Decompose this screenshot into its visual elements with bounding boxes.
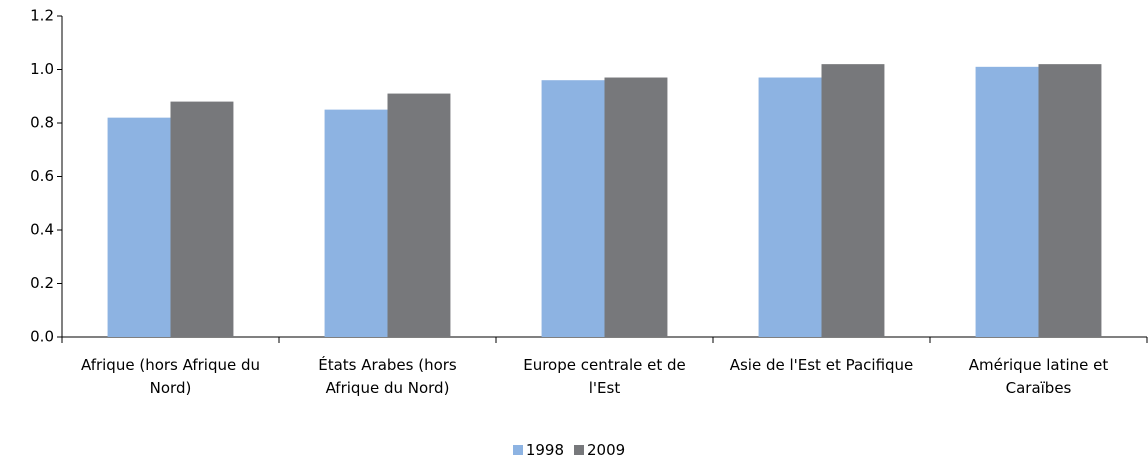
legend: 1998 2009 xyxy=(0,441,1148,459)
legend-item: 2009 xyxy=(574,441,625,459)
bar xyxy=(324,109,388,337)
legend-swatch xyxy=(574,445,584,455)
y-tick-label: 1.2 xyxy=(30,7,54,25)
y-tick-label: 1.0 xyxy=(30,60,54,78)
y-tick-label: 0.0 xyxy=(30,328,54,346)
legend-swatch xyxy=(512,445,523,455)
x-tick-label: Asie de l'Est et Pacifique xyxy=(729,356,914,374)
bar xyxy=(170,101,234,337)
x-tick-label: Afrique (hors Afrique du Nord) xyxy=(80,356,261,397)
legend-label: 2009 xyxy=(587,441,626,459)
y-tick-label: 0.6 xyxy=(30,167,54,185)
bar xyxy=(758,77,822,338)
bar xyxy=(107,117,171,338)
bar xyxy=(387,93,451,337)
bar xyxy=(821,64,885,338)
y-tick-label: 0.4 xyxy=(30,221,54,239)
x-tick-label: Europe centrale et de l'Est xyxy=(523,356,686,397)
legend-label: 1998 xyxy=(525,441,564,459)
bar xyxy=(541,80,605,337)
bar xyxy=(975,66,1039,337)
y-tick-label: 0.8 xyxy=(30,114,54,132)
x-tick-label: Amérique latine et Caraïbes xyxy=(968,356,1109,397)
bar xyxy=(604,77,668,338)
bar xyxy=(1038,64,1102,338)
legend-item: 1998 xyxy=(512,441,564,459)
y-tick-label: 0.2 xyxy=(30,274,54,292)
x-tick-label: États Arabes (hors Afrique du Nord) xyxy=(318,356,457,397)
